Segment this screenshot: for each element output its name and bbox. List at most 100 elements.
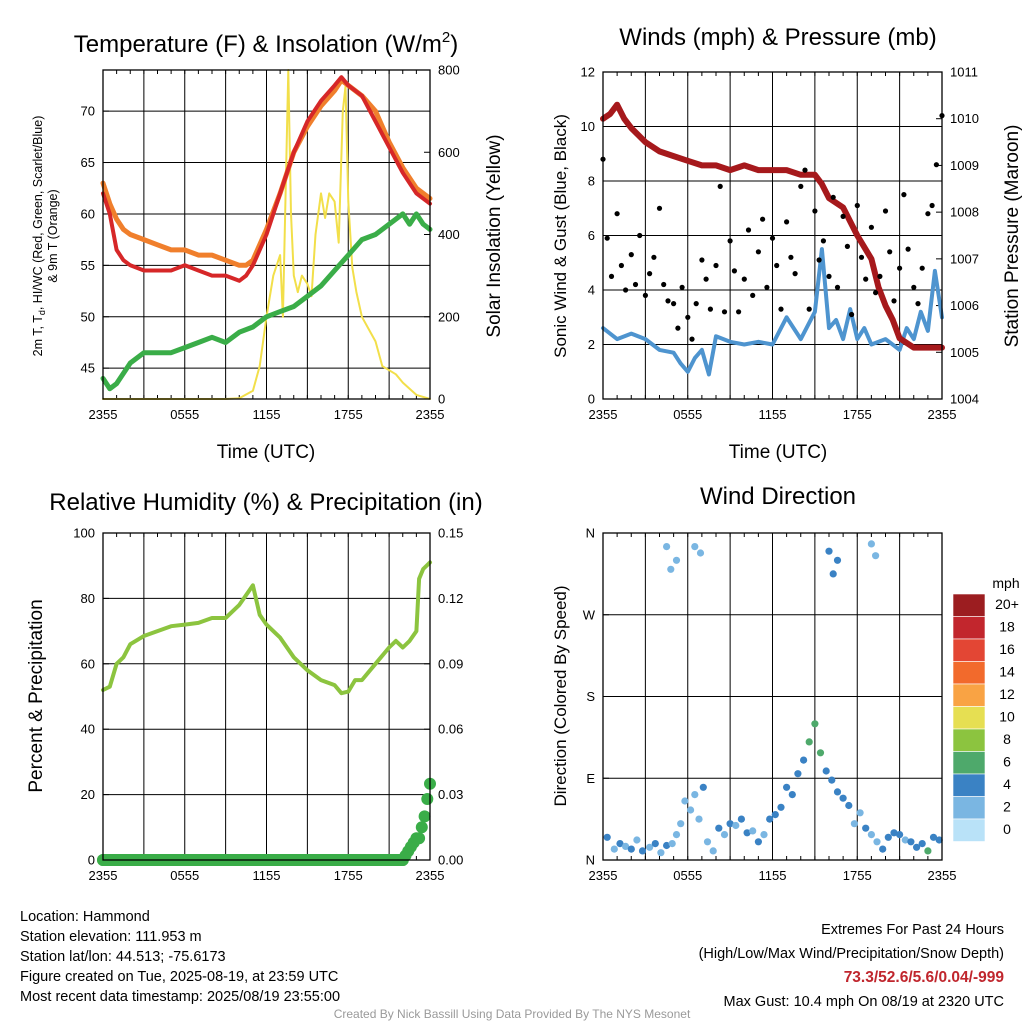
direction-point [749,827,757,835]
gust-point [849,311,855,318]
gust-point [623,287,629,293]
direction-point [610,845,618,853]
y-tick-label: 200 [438,309,460,324]
direction-point [929,833,938,841]
created-text: Figure created on Tue, 2025-08-19, at 23… [20,969,339,985]
direction-point [622,842,630,851]
direction-point [726,820,734,828]
y-tick-label: 50 [81,309,95,324]
direction-point [663,841,671,850]
gust-point [778,306,784,312]
direction-point [890,829,898,837]
direction-point [896,831,904,839]
gust-point [628,252,634,258]
y-tick-label: 100 [73,526,95,541]
gust-point [642,292,649,298]
direction-point [816,749,825,757]
direction-point [681,797,689,805]
gust-point [887,249,893,255]
gust-point [760,216,766,222]
gust-point [933,162,940,168]
gust-point [661,281,667,288]
wind-plot: 2355 0555 1155 1755 235502468101210041005100… [581,65,979,423]
gust-point [685,314,691,320]
gust-point [707,306,714,312]
gust-point [736,309,742,315]
x-tick-label: 1755 [334,407,363,422]
y-tick-label: 1008 [950,205,979,220]
gust-point [774,262,780,269]
x-tick-label: 2355 [589,407,618,422]
gust-point [750,292,756,298]
elevation-text: Station elevation: 111.953 m [20,929,202,945]
y-tick-label: 60 [81,656,95,671]
gust-point [769,235,776,241]
direction-point [696,549,705,557]
y-tick-label: 4 [588,283,595,298]
y-tick-label: 6 [588,228,595,243]
x-tick-label: 2355 [416,407,445,422]
gust-point [820,238,827,244]
gust-point [727,238,733,244]
y-tick-label: 10 [581,119,595,134]
legend-swatch [952,661,986,685]
legend-label: 18 [999,619,1015,635]
legend-swatch [952,683,986,707]
legend-label: 2 [1003,799,1011,815]
direction-point [677,820,685,828]
direction-point [603,833,611,841]
legend-swatch [952,706,986,730]
x-tick-label: 2355 [89,868,118,883]
legend-label: 0 [1003,821,1011,837]
direction-point [732,821,740,830]
legend-label: 16 [999,641,1015,657]
gust-point [911,284,917,290]
plot-border [602,71,943,400]
legend-title: mph [992,575,1019,591]
gust-point [614,211,620,217]
direction-point [850,820,859,828]
gust-point [802,167,808,173]
precip-point [421,793,434,805]
gust-point [679,284,685,290]
y-tick-label: 1009 [950,158,979,173]
direction-point [663,543,671,551]
temp-title: Temperature (F) & Insolation (W/m2) [74,29,458,58]
precip-point [418,810,431,823]
direction-point [699,783,707,791]
gust-point [647,271,653,277]
x-tick-label: 1155 [759,868,787,883]
direction-point [794,770,802,778]
legend-label: 12 [999,686,1015,702]
direction-point [703,838,712,846]
direction-point [918,840,926,848]
gust-point [854,202,860,209]
gust-point [637,232,643,239]
gust-point [863,276,869,282]
temp-ylabel-right: Solar Insolation (Yellow) [484,134,505,337]
y-tick-label: 0.15 [438,526,463,541]
gust-point [812,208,818,214]
gust-point [792,271,798,277]
gust-point [840,213,846,219]
gust-point [873,290,879,296]
direction-point [737,815,746,823]
direction-point [788,791,796,799]
gust-point [755,249,762,255]
y-tick-label: 0.09 [438,656,463,671]
legend-swatch [952,593,986,617]
direction-point [691,791,699,799]
gust-point [826,273,832,279]
direction-point [760,831,768,839]
y-tick-label: 12 [581,65,595,80]
direction-point [695,815,703,823]
direction-point [667,565,675,573]
direction-point [771,811,779,819]
direction-point [935,836,943,844]
gust-point [788,254,794,260]
wind-ylabel-left: Sonic Wind & Gust (Blue, Black) [551,114,570,358]
direction-point [672,831,681,839]
precip-point [413,832,426,845]
direction-point [627,845,635,853]
